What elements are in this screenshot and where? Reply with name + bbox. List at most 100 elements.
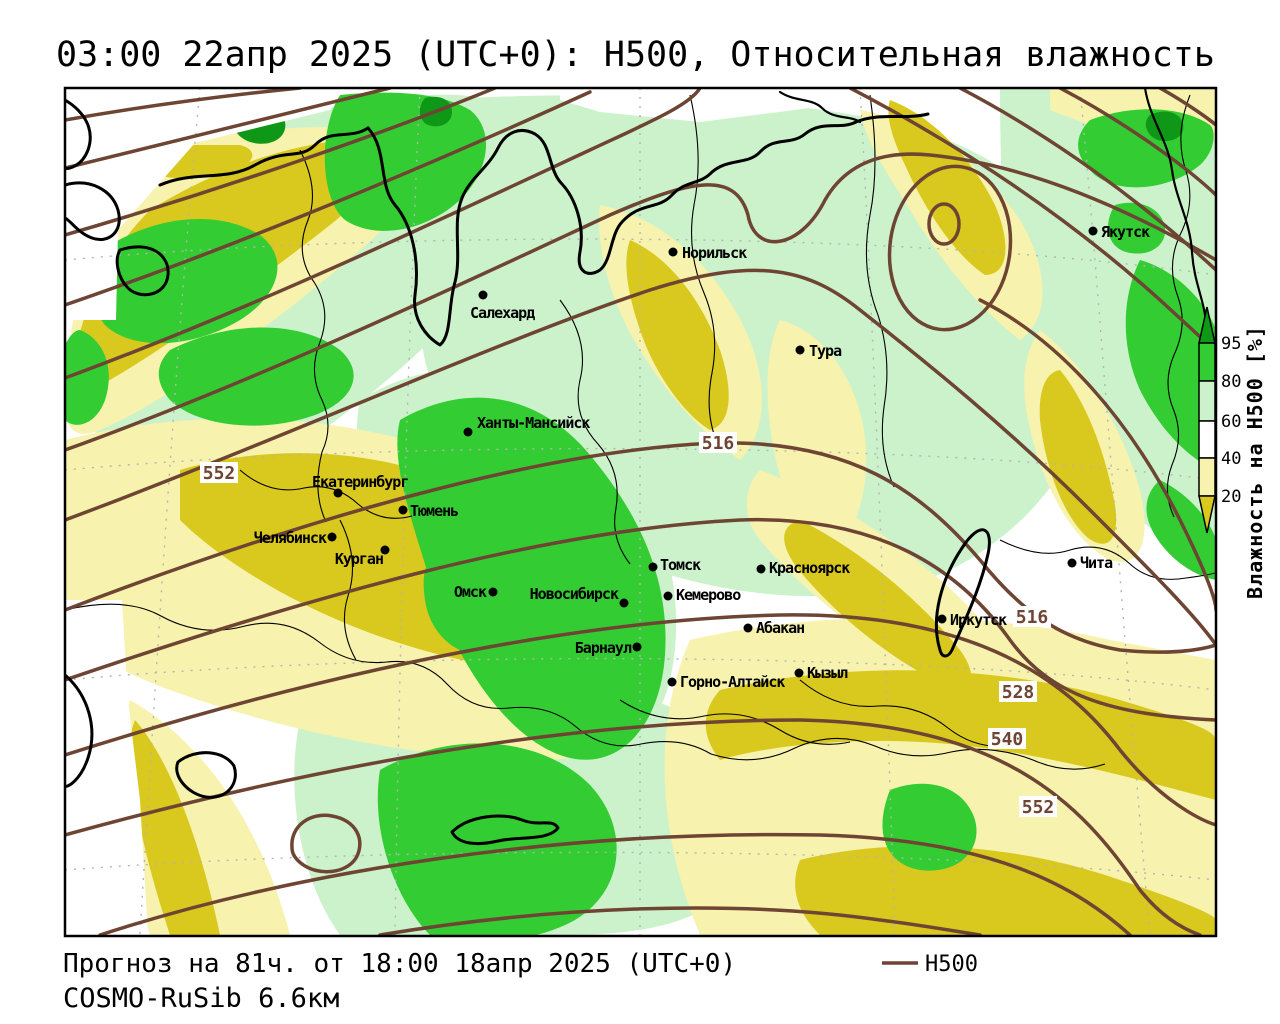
map-frame bbox=[63, 86, 1218, 938]
colorbar-ticks: 95 80 60 40 20 bbox=[1221, 334, 1241, 507]
svg-text:Якутск: Якутск bbox=[1101, 223, 1150, 241]
svg-text:Челябинск: Челябинск bbox=[254, 529, 327, 547]
svg-text:Екатеринбург: Екатеринбург bbox=[312, 473, 408, 491]
colorbar-seg-20-40 bbox=[1198, 457, 1216, 497]
city-dot bbox=[668, 247, 678, 257]
svg-text:Абакан: Абакан bbox=[756, 619, 804, 637]
contour-label: 540 bbox=[988, 728, 1026, 750]
svg-text:60: 60 bbox=[1221, 412, 1241, 432]
svg-text:Иркутск: Иркутск bbox=[950, 611, 1007, 629]
svg-text:528: 528 bbox=[1002, 682, 1035, 703]
svg-text:Курган: Курган bbox=[335, 550, 383, 568]
h500-contours bbox=[65, 88, 1216, 936]
svg-text:Тура: Тура bbox=[809, 342, 842, 360]
city-tyumen: Тюмень bbox=[398, 502, 459, 520]
svg-text:Новосибирск: Новосибирск bbox=[530, 585, 619, 603]
colorbar-seg-80-95 bbox=[1198, 342, 1216, 382]
city-dot bbox=[488, 587, 498, 597]
city-khanty-mansiysk: Ханты-Мансийск bbox=[463, 414, 591, 437]
svg-text:Ханты-Мансийск: Ханты-Мансийск bbox=[477, 414, 590, 432]
city-kyzyl: Кызыл bbox=[794, 664, 849, 682]
city-dot bbox=[648, 562, 658, 572]
city-dot bbox=[463, 427, 473, 437]
city-norilsk: Норильск bbox=[668, 244, 748, 262]
city-novosibirsk: Новосибирск bbox=[530, 585, 629, 608]
city-kurgan: Курган bbox=[335, 545, 390, 568]
svg-text:516: 516 bbox=[1016, 607, 1049, 628]
city-dot bbox=[663, 591, 673, 601]
city-chita: Чита bbox=[1067, 554, 1114, 572]
city-omsk: Омск bbox=[454, 583, 498, 601]
city-dot bbox=[327, 532, 337, 542]
svg-text:Горно-Алтайск: Горно-Алтайск bbox=[680, 673, 785, 691]
city-gorno-altaysk: Горно-Алтайск bbox=[667, 673, 786, 691]
h500-legend-label: H500 bbox=[925, 952, 978, 977]
city-dot bbox=[756, 564, 766, 574]
svg-text:20: 20 bbox=[1221, 487, 1241, 507]
contour-label: 552 bbox=[200, 462, 238, 484]
model-domain-mask bbox=[65, 88, 820, 935]
svg-text:Омск: Омск bbox=[454, 583, 487, 601]
model-info: COSMO-RuSib 6.6км bbox=[63, 983, 339, 1014]
svg-text:Барнаул: Барнаул bbox=[575, 639, 632, 657]
city-dot bbox=[619, 598, 629, 608]
city-abakan: Абакан bbox=[743, 619, 805, 637]
page-title: 03:00 22апр 2025 (UTC+0): H500, Относите… bbox=[56, 35, 1215, 75]
city-dot bbox=[1088, 226, 1098, 236]
city-dot bbox=[632, 642, 642, 652]
city-dot bbox=[795, 345, 805, 355]
svg-text:540: 540 bbox=[991, 729, 1024, 750]
svg-text:80: 80 bbox=[1221, 372, 1241, 392]
city-dot bbox=[333, 488, 343, 498]
svg-text:516: 516 bbox=[702, 433, 735, 454]
city-dot bbox=[667, 677, 677, 687]
city-irkutsk: Иркутск bbox=[937, 611, 1008, 629]
contour-label: 552 bbox=[1019, 796, 1057, 818]
forecast-info: Прогноз на 81ч. от 18:00 18апр 2025 (UTC… bbox=[63, 949, 736, 979]
contour-label: 516 bbox=[699, 432, 737, 454]
svg-text:Томск: Томск bbox=[660, 556, 701, 574]
contour-label: 516 bbox=[1013, 606, 1051, 628]
svg-text:Салехард: Салехард bbox=[470, 304, 535, 322]
svg-text:95: 95 bbox=[1221, 334, 1241, 354]
city-dot bbox=[380, 545, 390, 555]
city-dot bbox=[398, 505, 408, 515]
colorbar-seg-60-80 bbox=[1198, 380, 1216, 422]
city-yakutsk: Якутск bbox=[1088, 223, 1151, 241]
city-dot bbox=[794, 668, 804, 678]
colorbar-arrow-bottom bbox=[1198, 495, 1216, 534]
svg-text:552: 552 bbox=[1022, 797, 1055, 818]
svg-text:Кызыл: Кызыл bbox=[807, 664, 848, 682]
svg-text:Норильск: Норильск bbox=[682, 244, 747, 262]
city-dot bbox=[743, 623, 753, 633]
map-area: 552 516 516 528 540 552 bbox=[65, 88, 1216, 936]
contour-value-labels: 552 516 516 528 540 552 bbox=[200, 432, 1057, 818]
svg-text:Тюмень: Тюмень bbox=[410, 502, 458, 520]
city-krasnoyarsk: Красноярск bbox=[756, 559, 851, 577]
region-borders bbox=[65, 94, 1216, 770]
city-dot bbox=[937, 614, 947, 624]
city-markers: Норильск Салехард Тура Ханты-Мансийск Ек… bbox=[254, 223, 1151, 691]
city-barnaul: Барнаул bbox=[575, 639, 642, 657]
coastlines bbox=[65, 88, 1216, 846]
graticule bbox=[65, 88, 1216, 936]
svg-text:Кемерово: Кемерово bbox=[676, 586, 741, 604]
city-dot bbox=[478, 290, 488, 300]
city-chelyabinsk: Челябинск bbox=[254, 529, 337, 547]
svg-text:40: 40 bbox=[1221, 449, 1241, 469]
colorbar-axis-label: Влажность на H500 [%] bbox=[1243, 325, 1267, 599]
svg-text:Красноярск: Красноярск bbox=[769, 559, 850, 577]
svg-text:552: 552 bbox=[203, 463, 236, 484]
city-tura: Тура bbox=[795, 342, 843, 360]
svg-text:Чита: Чита bbox=[1080, 554, 1113, 572]
colorbar-seg-40-60 bbox=[1198, 420, 1216, 459]
city-dot bbox=[1067, 558, 1077, 568]
city-kemerovo: Кемерово bbox=[663, 586, 742, 604]
city-salekhard: Салехард bbox=[470, 290, 536, 322]
h500-legend: H500 bbox=[882, 952, 978, 977]
colorbar bbox=[1198, 306, 1216, 534]
contour-label: 528 bbox=[999, 681, 1037, 703]
city-tomsk: Томск bbox=[648, 556, 702, 574]
city-yekaterinburg: Екатеринбург bbox=[312, 473, 409, 498]
